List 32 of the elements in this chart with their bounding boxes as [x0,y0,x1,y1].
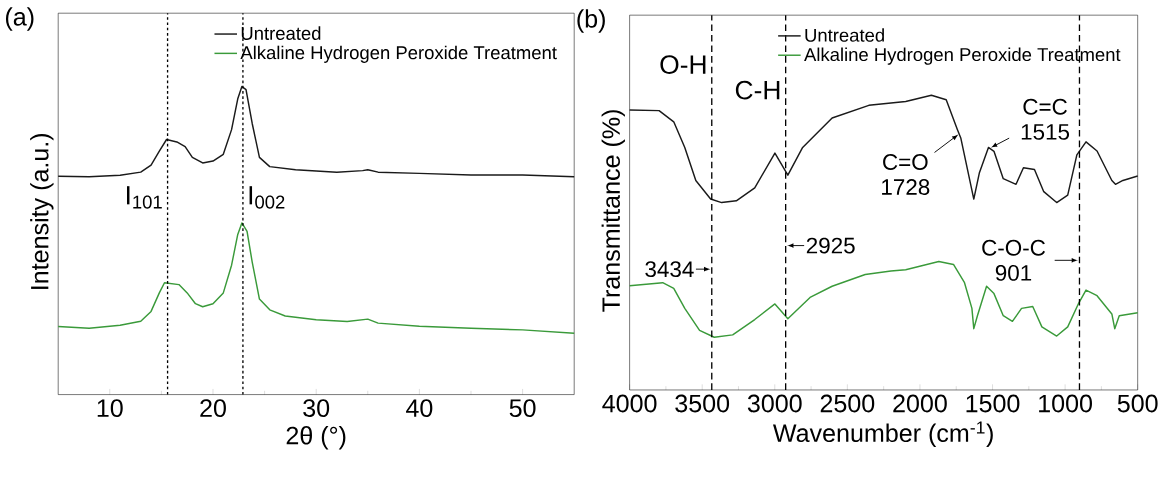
x-tick-label: 3000 [747,394,802,413]
legend-label: Untreated [241,26,321,40]
ref-line-label: C-H [735,80,780,100]
legend-label: Untreated [805,28,884,42]
chart-title: (a) [5,7,34,31]
annotation: C=O 1728 [882,153,930,195]
ref-line-label: I$_{002}$ [249,186,285,209]
x-axis-title: 2θ (°) [286,425,346,450]
legend-label: Alkaline Hydrogen Peroxide Treatment [804,47,1121,65]
x-tick-label: 500 [1117,394,1158,413]
legend-label: Alkaline Hydrogen Peroxide Treatment [240,45,557,63]
ref-line-label: I$_{101}$ [126,186,162,209]
x-tick-label: 50 [509,399,536,417]
ref-line-label: O-H [660,55,706,74]
x-axis-title: Wavenumber (cm$^{-1}$) [772,421,993,447]
annotation: 2925 [806,237,855,254]
chart-title: (b) [577,9,605,33]
x-tick-label: 2000 [893,394,947,413]
x-tick-label: 20 [200,399,226,417]
y-axis-title: Transmittance (%) [601,109,625,312]
x-tick-label: 1500 [966,394,1020,413]
x-tick-label: 40 [406,399,433,417]
x-tick-label: 30 [303,399,330,417]
x-tick-label: 2500 [820,394,875,413]
annotation: C=C 1515 [1021,98,1070,140]
x-tick-label: 1000 [1039,394,1092,413]
x-tick-label: 3500 [675,394,730,413]
x-tick-label: 4000 [602,394,657,413]
x-tick-label: 10 [97,399,123,417]
y-axis-title: Intensity (a.u.) [30,133,54,289]
annotation: C-O-C 901 [982,239,1046,281]
annotation: 3434 [645,261,694,277]
